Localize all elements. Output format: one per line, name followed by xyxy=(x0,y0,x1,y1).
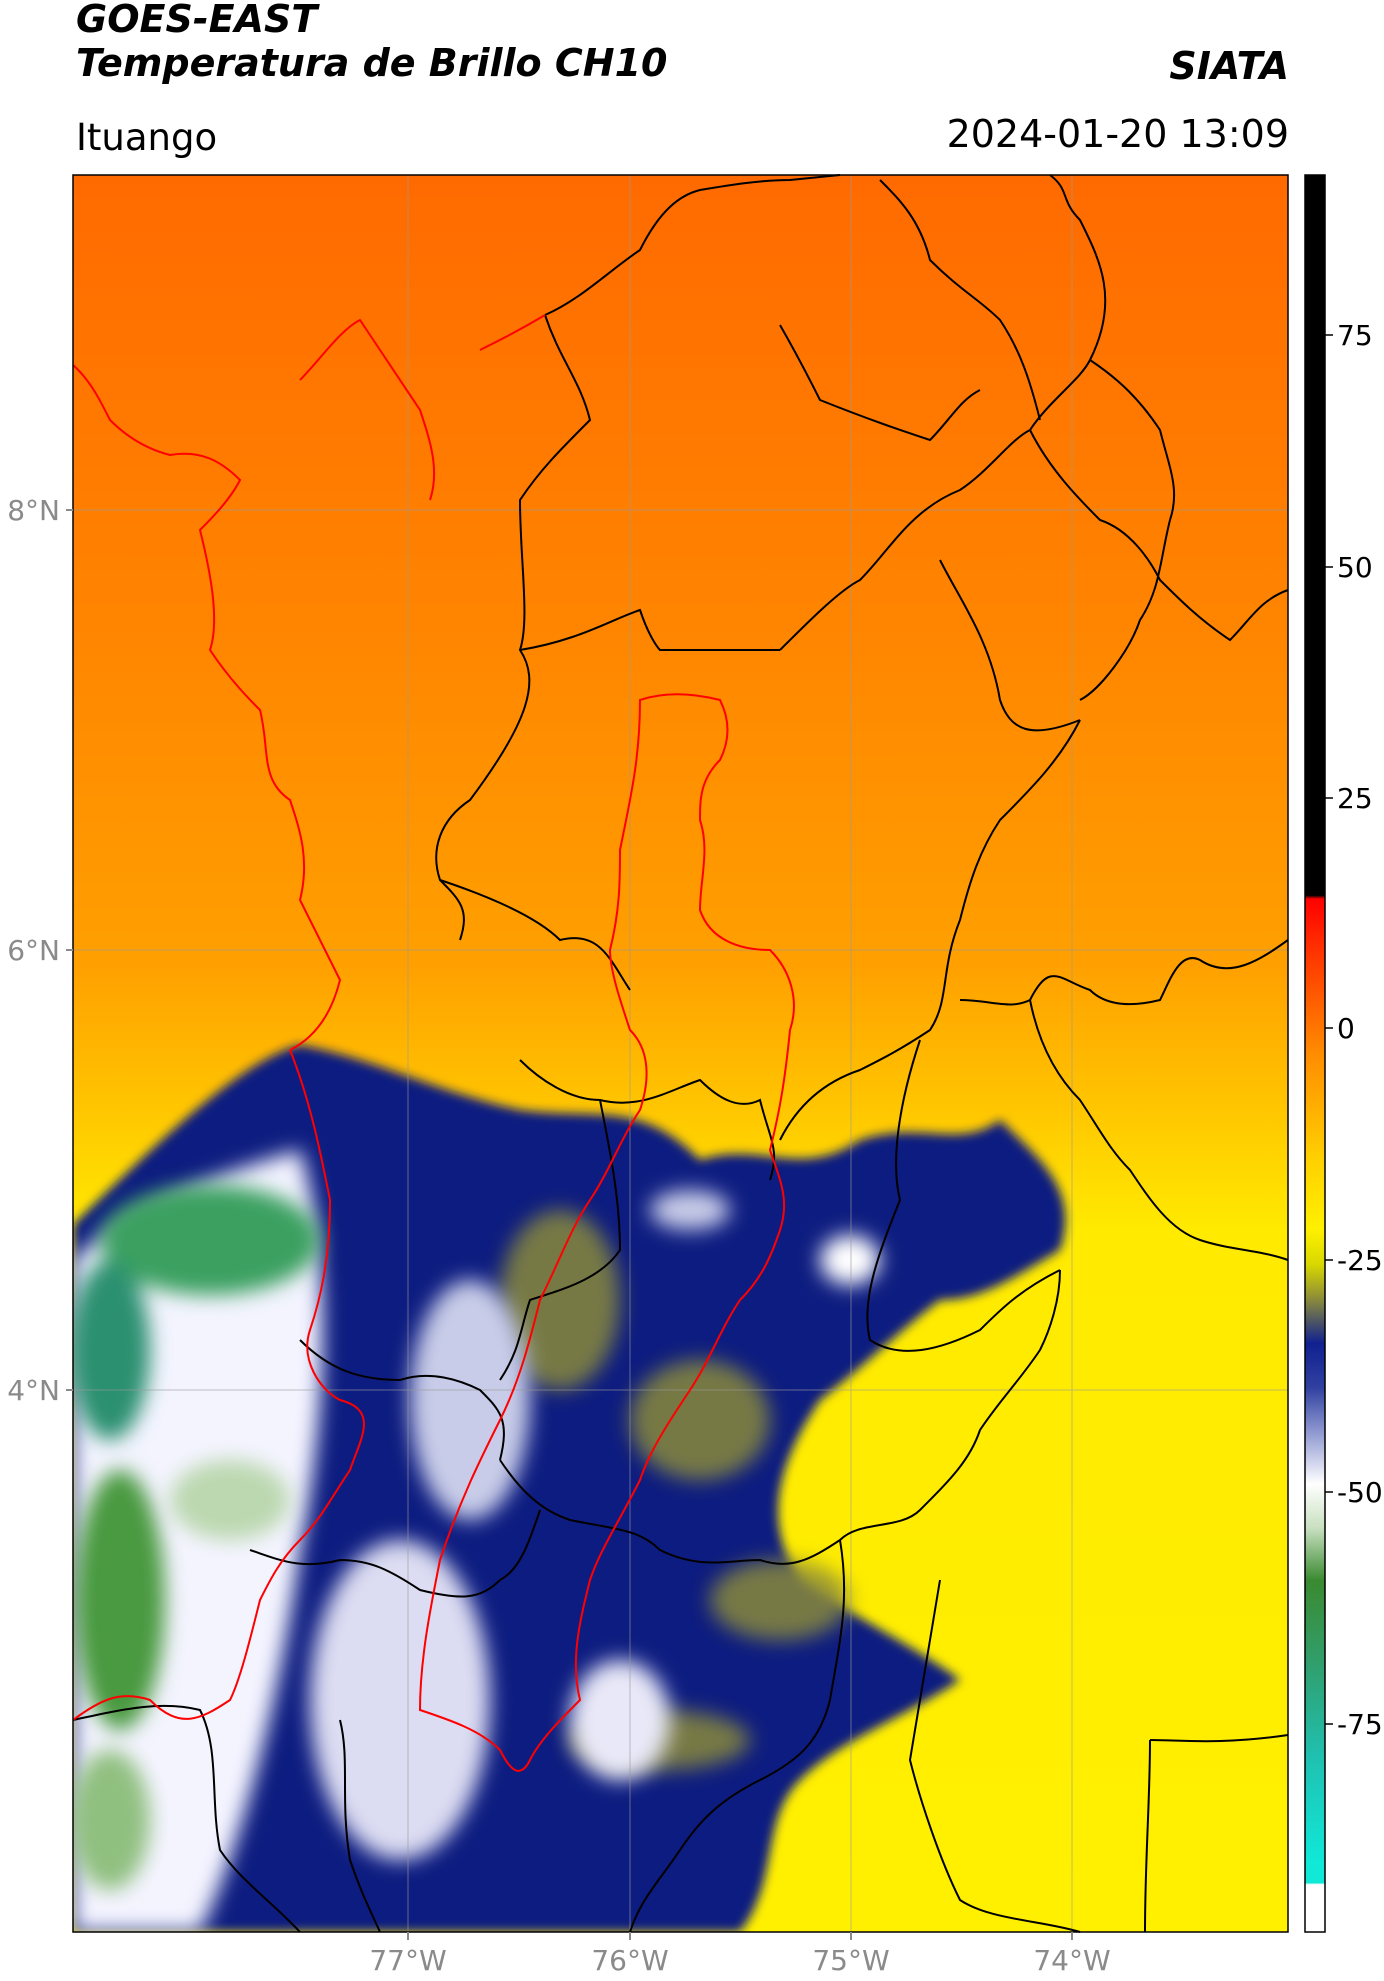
colorbar-tick-label: 25 xyxy=(1337,782,1373,815)
lon-tick-label: 77°W xyxy=(369,1944,446,1977)
coastline-and-watershed xyxy=(72,314,795,1772)
lon-tick-label: 76°W xyxy=(591,1944,668,1977)
agency-label: SIATA xyxy=(1169,44,1289,88)
timestamp-label: 2024-01-20 13:09 xyxy=(946,112,1289,156)
colorbar-tick-label: -50 xyxy=(1337,1476,1383,1509)
colorbar-tick-label: 50 xyxy=(1337,551,1373,584)
graticule xyxy=(73,175,1288,1932)
lon-tick-label: 74°W xyxy=(1033,1944,1110,1977)
lon-tick-label: 75°W xyxy=(812,1944,889,1977)
colorbar-tick-label: -75 xyxy=(1337,1708,1383,1741)
title-line-1: GOES-EAST xyxy=(76,0,318,41)
colorbar-tick-label: -25 xyxy=(1337,1244,1383,1277)
colorbar-tick-label: 75 xyxy=(1337,319,1373,352)
title-line-2: Temperatura de Brillo CH10 xyxy=(76,41,668,85)
colorbar-tick-label: 0 xyxy=(1337,1012,1355,1045)
brightness-temperature-field xyxy=(73,175,1288,1932)
map-frame xyxy=(72,174,1289,1933)
department-borders xyxy=(72,174,1289,1933)
lat-tick-label: 6°N xyxy=(7,934,60,967)
lat-tick-label: 4°N xyxy=(7,1374,60,1407)
colorbar xyxy=(1304,174,1326,1933)
region-label: Ituango xyxy=(76,116,218,159)
lat-tick-label: 8°N xyxy=(7,494,60,527)
